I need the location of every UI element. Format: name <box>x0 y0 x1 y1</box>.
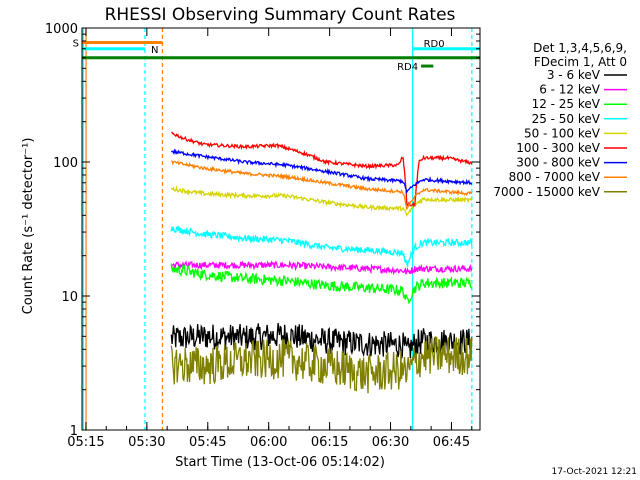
x-tick-label: 05:45 <box>189 435 226 450</box>
x-tick-label: 05:15 <box>67 435 104 450</box>
y-tick-label: 100 <box>53 156 78 171</box>
x-tick-label: 06:15 <box>311 435 348 450</box>
series-line-7000-15000-kev <box>170 336 473 394</box>
series-line-6-12-kev <box>171 260 473 276</box>
legend-label: 100 - 300 keV <box>516 141 600 155</box>
flag-label-rd0: RD0 <box>424 39 445 50</box>
legend-label: 12 - 25 keV <box>532 97 601 111</box>
legend-label: 7000 - 15000 keV <box>493 185 600 199</box>
flag-label-n: N <box>151 45 158 56</box>
x-tick-label: 06:30 <box>372 435 409 450</box>
legend-item-7000-15000-kev: 7000 - 15000 keV <box>493 185 627 199</box>
series-line-12-25-kev <box>170 263 472 305</box>
legend-item-6-12-kev: 6 - 12 keV <box>539 83 627 97</box>
series-25-50-kev <box>170 225 473 267</box>
legend-label: 300 - 800 keV <box>516 156 600 170</box>
series-line-300-800-kev <box>170 148 473 195</box>
y-tick-label: 1000 <box>45 22 78 37</box>
flag-label-rd4: RD4 <box>397 62 418 73</box>
legend-label: 800 - 7000 keV <box>509 170 601 184</box>
legend-item-3-6-kev: 3 - 6 keV <box>547 68 627 82</box>
series-12-25-kev <box>170 263 472 305</box>
legend-label: 3 - 6 keV <box>547 68 601 82</box>
timestamp-stamp: 17-Oct-2021 12:21 <box>552 467 637 477</box>
x-tick-label: 05:30 <box>128 435 165 450</box>
x-tick-label: 06:00 <box>250 435 287 450</box>
series-50-100-kev <box>170 185 473 218</box>
plot-frame <box>81 27 481 431</box>
x-tick-label: 06:45 <box>433 435 470 450</box>
legend-header-line-1: Det 1,3,4,5,6,9, <box>533 41 627 55</box>
series-100-300-kev <box>171 131 473 208</box>
series-3-6-kev <box>170 322 473 359</box>
series-line-3-6-kev <box>170 322 473 359</box>
series-800-7000-kev <box>171 160 473 211</box>
chart-title: RHESSI Observing Summary Count Rates <box>105 5 456 25</box>
plot-decorations: S N RD0 RD4 <box>73 28 480 430</box>
legend-item-25-50-kev: 25 - 50 keV <box>532 112 627 126</box>
legend-item-800-7000-kev: 800 - 7000 keV <box>509 170 627 184</box>
series-line-800-7000-kev <box>171 160 473 211</box>
y-tick-label: 1 <box>70 424 78 439</box>
series-7000-15000-kev <box>170 336 473 394</box>
legend-item-50-100-kev: 50 - 100 keV <box>524 126 627 140</box>
plot-series-group <box>170 131 473 394</box>
legend-item-100-300-kev: 100 - 300 keV <box>516 141 627 155</box>
y-tick-label: 10 <box>61 290 78 305</box>
x-axis-label: Start Time (13-Oct-06 05:14:02) <box>175 455 385 470</box>
legend-label: 50 - 100 keV <box>524 126 601 140</box>
series-300-800-kev <box>170 148 473 195</box>
legend: Det 1,3,4,5,6,9, FDecim 1, Att 0 3 - 6 k… <box>493 41 627 199</box>
plot-axes: 05:15 05:30 05:45 06:00 06:15 06:30 06:45 1 10 10… <box>45 22 481 450</box>
series-line-25-50-kev <box>170 225 473 267</box>
legend-label: 25 - 50 keV <box>532 112 601 126</box>
legend-item-300-800-kev: 300 - 800 keV <box>516 156 627 170</box>
legend-item-12-25-kev: 12 - 25 keV <box>532 97 627 111</box>
flag-label-s: S <box>73 38 79 49</box>
y-axis-label: Count Rate (s⁻¹ detector⁻¹) <box>21 138 36 315</box>
series-line-100-300-kev <box>171 131 473 208</box>
series-6-12-kev <box>171 260 473 276</box>
legend-header-line-2: FDecim 1, Att 0 <box>534 55 627 69</box>
legend-label: 6 - 12 keV <box>539 83 601 97</box>
series-line-50-100-kev <box>170 185 473 218</box>
